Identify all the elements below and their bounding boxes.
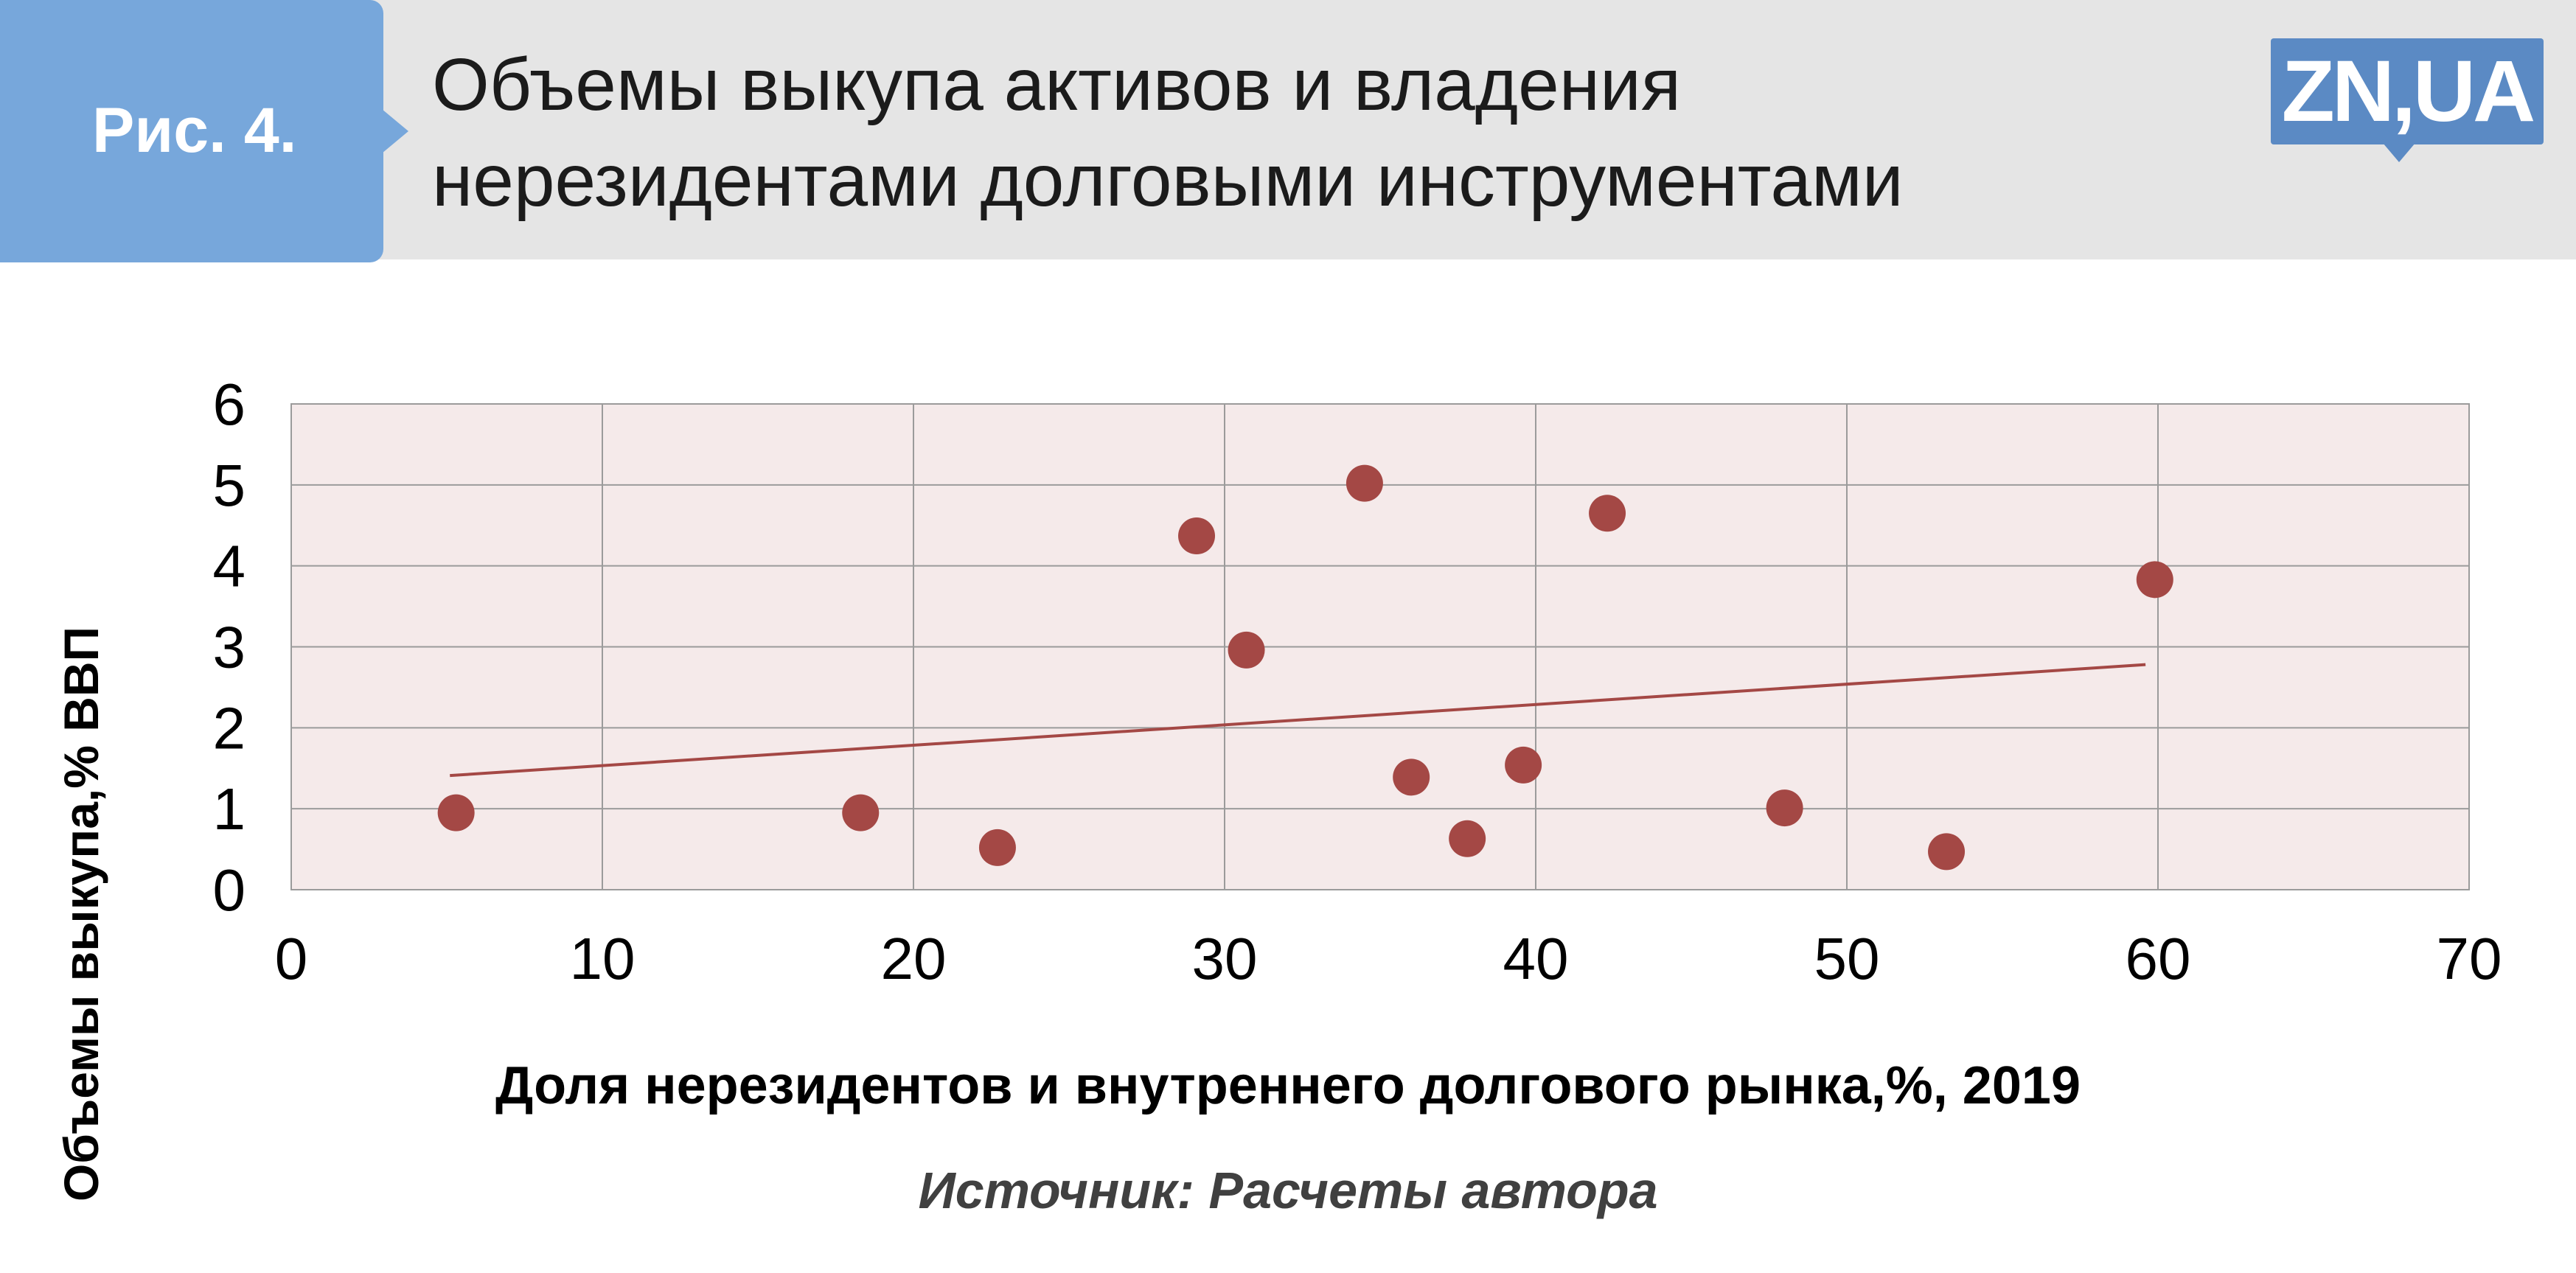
x-tick-label: 60 [2126,926,2191,991]
data-point [1449,820,1486,857]
x-tick-label: 70 [2437,926,2502,991]
source-note: Источник: Расчеты автора [0,1161,2576,1220]
x-tick-label: 50 [1814,926,1880,991]
data-point [1393,758,1430,795]
y-tick-label: 6 [213,372,246,437]
data-point [1346,465,1383,502]
data-point [1178,517,1215,554]
y-tick-label: 2 [213,695,246,761]
data-point [842,795,879,831]
x-tick-label: 30 [1192,926,1258,991]
x-axis-title: Доля нерезидентов и внутреннего долговог… [0,1056,2576,1116]
y-tick-label: 1 [213,776,246,842]
x-tick-label: 0 [275,926,308,991]
y-tick-label: 4 [213,534,246,599]
y-axis-title: Объемы выкупа,% ВВП [53,582,109,1246]
data-point [1928,833,1965,870]
y-tick-label: 0 [213,857,246,923]
data-point [1766,789,1803,826]
data-point [979,829,1016,866]
x-tick-label: 40 [1503,926,1569,991]
y-tick-label: 3 [213,615,246,680]
y-tick-label: 5 [213,453,246,518]
data-point [1228,632,1265,669]
x-tick-label: 20 [881,926,947,991]
data-point [1589,495,1626,531]
x-tick-label: 10 [570,926,636,991]
data-point [2137,561,2173,598]
data-point [438,795,475,831]
data-point [1505,747,1542,784]
